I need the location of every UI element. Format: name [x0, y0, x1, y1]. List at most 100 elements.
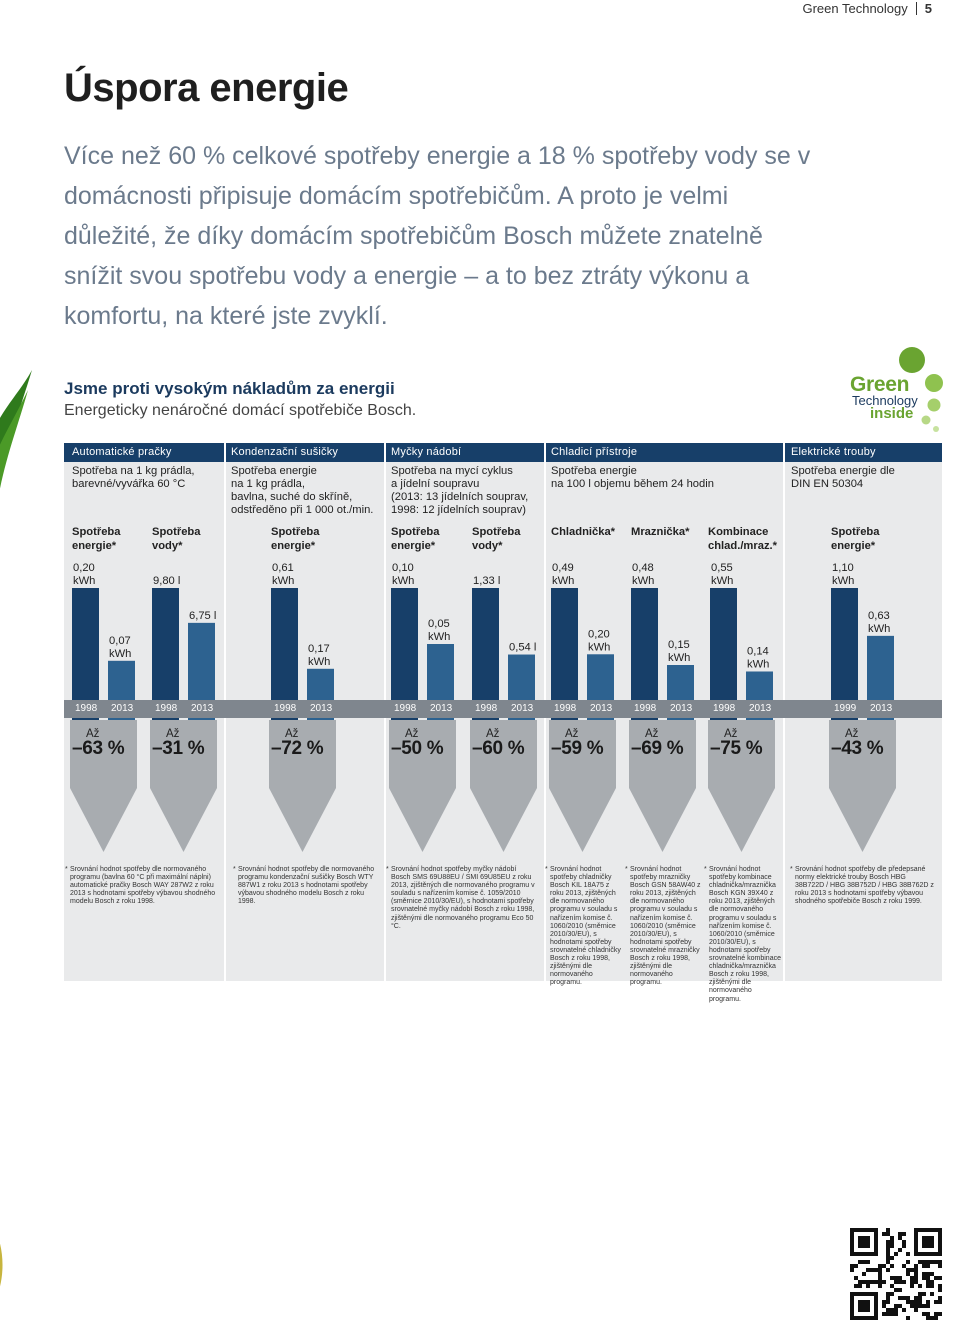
consumption-bar-chart: 0,20 kWh 0,07 kWh 9,80 l 6,75 l 0,61 kWh 0,17 kWh…	[72, 562, 894, 720]
saving-prefix: Až	[405, 728, 419, 740]
saving-prefix: Až	[486, 728, 500, 740]
saving-prefix: Až	[166, 728, 180, 740]
saving-arrow	[629, 720, 696, 852]
saving-percent: –43 %	[831, 738, 884, 759]
header-title: Green Technology	[802, 1, 908, 16]
bar-1998	[631, 588, 658, 720]
year-label: 2013	[430, 703, 453, 714]
section-subtitle: Energeticky nenáročné domácí spotřebiče …	[64, 402, 417, 419]
year-label: 2013	[670, 703, 693, 714]
green-dots-icon	[899, 347, 943, 432]
footnote: * Srovnání hodnot spotřeby chladničky Bos…	[545, 866, 621, 987]
metric-header: Spotřeba vody*	[472, 526, 521, 552]
bar-1998	[472, 588, 499, 720]
running-header: Green Technology 5	[802, 1, 932, 16]
saving-percent: –59 %	[551, 738, 604, 759]
category-cooling: Chladicí přístroje	[551, 446, 638, 458]
saving-prefix: Až	[645, 728, 659, 740]
year-label: 1998	[75, 703, 98, 714]
saving-percent: –31 %	[152, 738, 205, 759]
metric-header: Spotřeba energie*	[831, 526, 880, 552]
category-dryers: Kondenzační sušičky	[231, 446, 339, 458]
category-header-bar	[64, 443, 942, 462]
saving-arrow	[70, 720, 137, 852]
year-label: 2013	[590, 703, 613, 714]
bar-1998	[152, 588, 179, 720]
saving-arrows	[70, 720, 896, 852]
logo-word-inside: inside	[870, 405, 914, 422]
saving-prefix: Až	[565, 728, 579, 740]
bar-1998	[710, 588, 737, 720]
bar-value-label: 0,07 kWh	[109, 635, 131, 660]
bar-1998	[551, 588, 578, 720]
bar-value-label: 0,48 kWh	[632, 562, 654, 587]
metric-header: Spotřeba energie*	[271, 526, 320, 552]
saving-arrow	[269, 720, 336, 852]
bar-value-label: 0,05 kWh	[428, 618, 450, 643]
logo-word-technology: Technology	[852, 393, 918, 408]
footnote: * Srovnání hodnot spotřeby dle normovanéh…	[65, 866, 216, 906]
category-description: Spotřeba na mycí cyklus a jídelní souprav…	[391, 465, 529, 516]
bar-value-label: 0,20 kWh	[73, 562, 95, 587]
year-label: 2013	[111, 703, 134, 714]
year-label: 1998	[394, 703, 417, 714]
footnote: * Srovnání hodnot spotřeby dle normovanéh…	[233, 866, 375, 906]
green-technology-logo: Green Technology inside	[850, 345, 946, 437]
year-label: 2013	[511, 703, 534, 714]
year-label: 1998	[475, 703, 498, 714]
bar-value-label: 6,75 l	[189, 610, 216, 622]
year-label: 2013	[870, 703, 893, 714]
page-number: 5	[924, 1, 932, 16]
saving-prefix: Až	[845, 728, 859, 740]
bar-value-label: 0,17 kWh	[308, 643, 330, 668]
logo-word-green: Green	[850, 373, 910, 396]
page-title: Úspora energie	[64, 66, 349, 110]
year-label: 1998	[554, 703, 577, 714]
saving-prefix: Až	[285, 728, 299, 740]
footnote: * Srovnání hodnot spotřeby dle předepsané…	[790, 866, 934, 906]
bar-value-label: 0,15 kWh	[668, 639, 690, 664]
year-label: 2013	[191, 703, 214, 714]
bar-value-label: 0,20 kWh	[588, 628, 610, 653]
year-strip	[64, 700, 942, 718]
category-description: Spotřeba energie na 1 kg prádla, bavlna, s…	[231, 465, 374, 516]
category-ovens: Elektrické trouby	[791, 446, 876, 458]
saving-percent: –60 %	[472, 738, 525, 759]
year-label: 2013	[749, 703, 772, 714]
bar-1999	[831, 588, 858, 720]
saving-arrow	[549, 720, 616, 852]
green-leaf-illustration	[0, 370, 32, 489]
bar-value-label: 0,61 kWh	[272, 562, 294, 587]
header-divider	[915, 2, 917, 15]
metric-header: Spotřeba vody*	[152, 526, 201, 552]
metric-header: Spotřeba energie*	[72, 526, 121, 552]
bar-1998	[391, 588, 418, 720]
saving-prefix: Až	[86, 728, 100, 740]
saving-percent: –63 %	[72, 738, 125, 759]
saving-arrow	[470, 720, 537, 852]
metric-header: Kombinace chlad./mraz.*	[708, 526, 778, 552]
footnote: * Srovnání hodnot spotřeby kombinace chla…	[704, 866, 781, 1003]
category-description: Spotřeba energie na 100 l objemu během 24…	[551, 465, 714, 490]
intro-paragraph: Více než 60 % celkové spotřeby energie a…	[64, 142, 811, 330]
category-description: Spotřeba na 1 kg prádla, barevné/vyvářka …	[72, 465, 195, 490]
saving-arrow	[829, 720, 896, 852]
footnote: * Srovnání hodnot spotřeby mrazničky Bosc…	[625, 866, 701, 987]
saving-arrow	[708, 720, 775, 852]
category-washing-machines: Automatické pračky	[72, 446, 172, 458]
bar-value-label: 0,49 kWh	[552, 562, 574, 587]
saving-prefix: Až	[724, 728, 738, 740]
year-label: 2013	[310, 703, 333, 714]
bar-value-label: 9,80 l	[153, 575, 180, 587]
bar-value-label: 0,54 l	[509, 642, 536, 654]
category-dishwashers: Myčky nádobí	[391, 446, 462, 458]
year-label: 1998	[634, 703, 657, 714]
saving-percent: –75 %	[710, 738, 763, 759]
saving-percent: –72 %	[271, 738, 324, 759]
footnote: * Srovnání hodnot spotřeby myčky nádobí B…	[386, 866, 535, 930]
section-title: Jsme proti vysokým nákladům za energii	[64, 379, 395, 398]
qr-code	[850, 1228, 942, 1320]
saving-percent: –69 %	[631, 738, 684, 759]
year-label: 1998	[274, 703, 297, 714]
bar-value-label: 0,10 kWh	[392, 562, 414, 587]
